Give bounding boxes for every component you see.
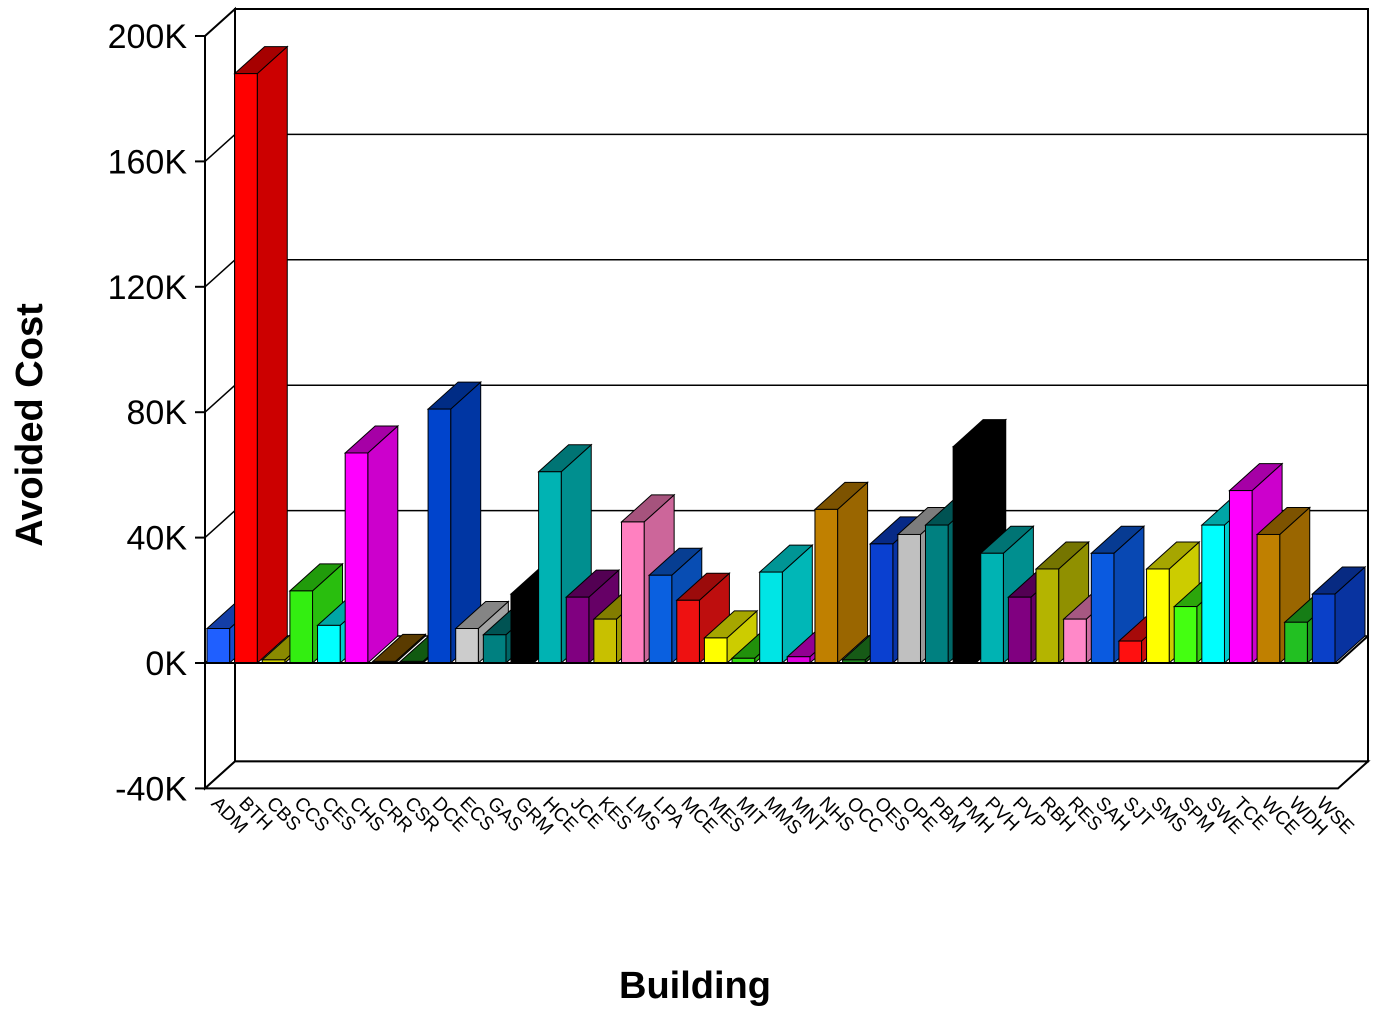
bar-front: [897, 533, 921, 664]
bar-BTH: [233, 45, 289, 665]
bar-NHS: [813, 481, 869, 665]
bar-side: [256, 45, 288, 665]
bar-front: [427, 408, 452, 664]
bar-front: [676, 599, 700, 664]
bars: [204, 36, 1367, 789]
y-tick-label: 200K: [108, 18, 188, 56]
bar-MMS: [758, 543, 814, 665]
bar-front: [1228, 490, 1253, 664]
bar-front: [538, 471, 562, 664]
gridline-side: [204, 259, 236, 288]
y-tick-label: 0K: [145, 645, 187, 683]
y-tick-label: 160K: [108, 143, 188, 181]
bar-front: [621, 521, 645, 664]
bar-SAH: [1089, 525, 1146, 665]
bar-WSE: [1311, 565, 1367, 665]
bar-side: [837, 481, 869, 665]
bar-front: [1063, 618, 1087, 664]
bar-front: [1201, 524, 1225, 664]
bar-front: [1007, 596, 1032, 664]
bar-front: [869, 543, 894, 664]
bar-front: [565, 596, 590, 664]
bar-front: [344, 452, 369, 664]
bar-front: [482, 634, 507, 664]
bar-front: [1284, 621, 1308, 664]
bar-front: [980, 552, 1004, 664]
bar-front: [1146, 568, 1170, 664]
bar-front: [1090, 552, 1115, 664]
bar-front: [814, 508, 839, 664]
bar-front: [703, 637, 728, 664]
zero-plane-edge: [1337, 635, 1369, 664]
bar-front: [1311, 593, 1336, 664]
bar-front: [1173, 606, 1198, 664]
y-tick-label: 120K: [108, 269, 188, 307]
bar-front: [593, 618, 618, 664]
bar-front: [952, 446, 977, 664]
bar-front: [317, 624, 341, 664]
y-axis-title: Avoided Cost: [9, 303, 51, 547]
floor: [202, 760, 1371, 790]
bar-front: [759, 571, 783, 664]
bar-CHS: [343, 424, 400, 665]
gridline-side: [204, 133, 236, 162]
bar-front: [234, 73, 258, 664]
y-tick-label: -40K: [115, 770, 187, 808]
y-tick-label: 40K: [127, 520, 188, 558]
bar-front: [1118, 640, 1143, 664]
bar-front: [289, 590, 314, 664]
y-tick-labels: -40K 0K 40K 80K 120K 160K 200K: [108, 18, 205, 808]
bar-front: [206, 628, 231, 664]
gridline-side: [204, 384, 236, 413]
x-tick-labels: ADMBTHCBSCCSCESCHSCRRCSRDCEECSGASGRMHCEJ…: [207, 793, 1358, 840]
bar-front: [648, 574, 673, 664]
bar-front: [510, 593, 535, 664]
chart-frame: [202, 6, 1371, 791]
bar-DCE: [426, 380, 483, 665]
bar-front: [1035, 568, 1060, 664]
bar-front: [455, 628, 479, 664]
bar-front: [1256, 533, 1281, 664]
gridline-side: [204, 510, 236, 539]
y-tick-label: 80K: [127, 394, 188, 432]
bar-side: [367, 424, 399, 665]
x-axis-title: Building: [619, 965, 771, 1007]
bar-front: [924, 524, 949, 664]
